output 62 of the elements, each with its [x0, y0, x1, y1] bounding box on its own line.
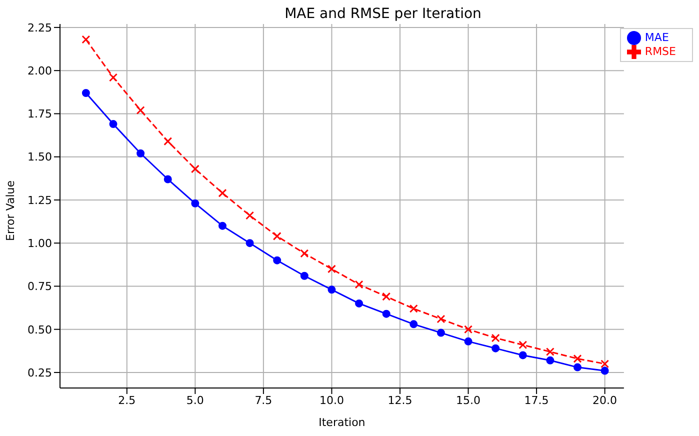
x-tick-label: 12.5 — [388, 394, 412, 407]
point — [546, 356, 554, 364]
point — [246, 239, 254, 248]
point — [491, 334, 500, 342]
point — [382, 292, 391, 301]
point — [409, 304, 418, 313]
legend-label: RMSE — [644, 45, 676, 58]
point — [190, 164, 200, 174]
legend-label: MAE — [644, 31, 669, 44]
y-tick-label: 2.00 — [28, 64, 52, 78]
point — [82, 35, 90, 44]
point — [191, 199, 200, 208]
x-tick-label: 17.5 — [524, 394, 549, 407]
point — [573, 354, 582, 363]
point — [109, 73, 118, 82]
point — [300, 272, 308, 280]
point — [464, 337, 472, 346]
y-tick-label: 0.25 — [28, 366, 52, 380]
point — [355, 299, 364, 308]
y-tick-label: 1.75 — [28, 108, 52, 121]
x-tick-label: 2.5 — [118, 394, 136, 407]
point — [492, 344, 500, 352]
y-tick-label: 0.50 — [28, 323, 52, 336]
y-axis-title: Error Value — [4, 180, 17, 241]
point — [327, 264, 336, 274]
point — [164, 137, 172, 146]
point — [109, 120, 118, 128]
point — [518, 340, 528, 350]
point — [382, 310, 390, 318]
point — [246, 211, 254, 220]
point — [273, 256, 282, 264]
point — [328, 286, 336, 294]
point — [136, 106, 145, 115]
x-tick-label: 20.0 — [592, 394, 618, 407]
point — [600, 360, 610, 368]
y-tick-label: 0.75 — [28, 280, 52, 294]
point — [300, 249, 309, 258]
y-tick-label: 1.25 — [28, 194, 52, 207]
point — [573, 363, 582, 372]
x-tick-label: 15.0 — [456, 394, 481, 407]
point — [218, 188, 227, 198]
y-tick-label: 1.50 — [28, 150, 52, 164]
x-tick-label: 5.0 — [186, 394, 204, 407]
point — [164, 175, 172, 184]
x-tick-label: 10.0 — [319, 394, 344, 407]
point — [436, 328, 445, 337]
point — [464, 325, 473, 334]
point — [136, 149, 145, 158]
chart-title: MAE and RMSE per Iteration — [284, 6, 482, 22]
x-axis-title: Iteration — [318, 416, 366, 429]
point — [354, 280, 364, 289]
point — [546, 348, 554, 356]
point — [82, 89, 90, 98]
y-tick-label: 1.00 — [28, 236, 52, 250]
point — [600, 366, 609, 375]
point — [410, 320, 418, 328]
point — [272, 232, 282, 240]
point — [518, 351, 527, 360]
point — [436, 314, 446, 324]
point — [218, 222, 226, 230]
x-tick-label: 7.5 — [254, 394, 272, 407]
y-tick-label: 2.25 — [28, 21, 52, 34]
